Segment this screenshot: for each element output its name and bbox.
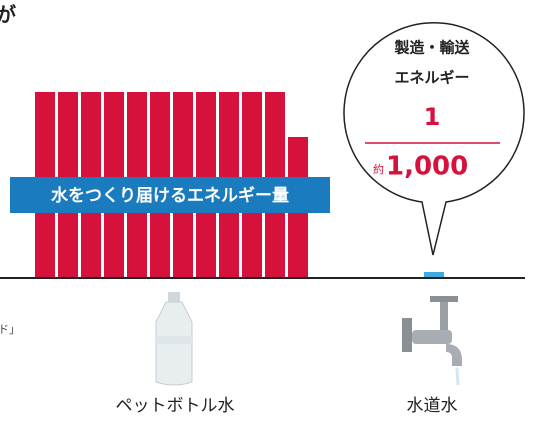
- bubble-line2: エネルギー: [394, 69, 469, 87]
- faucet-icon: [402, 296, 462, 386]
- bottle-icon: [155, 292, 193, 386]
- speech-bubble: [343, 22, 525, 256]
- note-fragment: ド」: [0, 323, 20, 336]
- item-label: 水道水: [407, 396, 458, 416]
- tap-bar: [424, 272, 444, 277]
- banner-text: 水をつくり届けるエネルギー量: [51, 185, 289, 206]
- tap-value: 1: [424, 103, 441, 131]
- item-label: ペットボトル水: [116, 396, 235, 416]
- banner-bg: [10, 177, 330, 213]
- approx: 約: [373, 162, 384, 176]
- bubble-line1: 製造・輸送: [393, 39, 470, 57]
- bottle-value: 1,000: [386, 152, 468, 182]
- title-fragment: が: [0, 3, 16, 27]
